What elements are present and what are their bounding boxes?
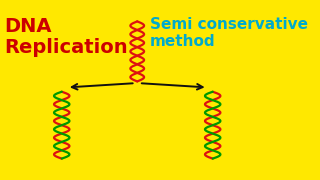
Text: DNA
Replication: DNA Replication bbox=[4, 17, 128, 57]
Text: Semi conservative
method: Semi conservative method bbox=[150, 17, 308, 50]
